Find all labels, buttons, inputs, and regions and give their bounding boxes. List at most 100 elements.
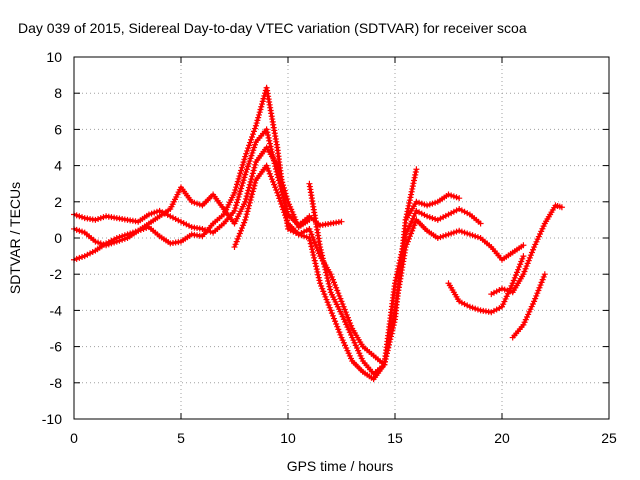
data-point-marker <box>472 305 479 312</box>
data-point-marker <box>524 260 531 267</box>
data-point-marker <box>247 139 254 146</box>
y-tick-label: -2 <box>50 266 63 282</box>
data-point-marker <box>472 233 479 240</box>
x-tick-label: 25 <box>601 430 617 446</box>
data-point-marker <box>539 276 546 283</box>
data-point-marker <box>323 296 330 303</box>
data-point-marker <box>240 159 247 166</box>
data-point-marker <box>521 319 528 326</box>
data-point-marker <box>325 277 332 284</box>
data-point-marker <box>95 239 102 246</box>
data-point-marker <box>540 273 547 280</box>
data-point-marker <box>238 182 245 189</box>
y-tick-label: -8 <box>50 375 63 391</box>
data-point-marker <box>461 208 468 215</box>
data-point-marker <box>396 260 403 267</box>
data-point-marker <box>254 117 261 124</box>
data-point-marker <box>309 234 316 241</box>
data-point-marker <box>266 140 273 147</box>
data-point-marker <box>275 192 282 199</box>
data-point-marker <box>474 234 481 241</box>
data-point-marker <box>464 302 471 309</box>
data-point-marker <box>333 320 340 327</box>
data-point-marker <box>325 280 332 287</box>
data-point-marker <box>322 266 329 273</box>
data-point-marker <box>319 285 326 292</box>
data-point-marker <box>243 168 250 175</box>
data-point-marker <box>453 194 460 201</box>
data-point-marker <box>421 201 428 208</box>
data-point-marker <box>537 282 544 289</box>
data-point-marker <box>236 173 243 180</box>
data-point-marker <box>249 133 256 140</box>
data-point-marker <box>392 277 399 284</box>
data-point-marker <box>453 207 460 214</box>
data-point-marker <box>239 180 246 187</box>
data-point-marker <box>271 181 278 188</box>
data-point-marker <box>540 223 547 230</box>
data-point-marker <box>307 240 314 247</box>
data-point-marker <box>429 215 436 222</box>
data-point-marker <box>523 263 530 270</box>
data-point-marker <box>243 211 250 218</box>
data-point-marker <box>316 277 323 284</box>
data-point-marker <box>103 240 110 247</box>
data-point-marker <box>504 287 511 294</box>
data-point-marker <box>263 162 270 169</box>
data-point-marker <box>402 234 409 241</box>
data-point-marker <box>243 166 250 173</box>
data-point-marker <box>426 201 433 208</box>
data-point-marker <box>280 206 287 213</box>
data-point-marker <box>337 295 344 302</box>
data-point-marker <box>327 307 334 314</box>
data-point-marker <box>277 198 284 205</box>
data-point-marker <box>321 291 328 298</box>
data-point-marker <box>265 168 272 175</box>
data-point-marker <box>353 345 360 352</box>
x-tick-label: 10 <box>280 430 296 446</box>
data-point-marker <box>490 307 497 314</box>
data-point-marker <box>331 315 338 322</box>
data-point-marker <box>535 233 542 240</box>
data-point-marker <box>241 156 248 163</box>
data-point-marker <box>322 293 329 300</box>
data-point-marker <box>349 334 356 341</box>
data-point-marker <box>249 170 256 177</box>
data-point-marker <box>311 254 318 261</box>
data-point-marker <box>412 210 419 217</box>
data-point-marker <box>240 222 247 229</box>
data-point-marker <box>409 215 416 222</box>
data-point-marker <box>343 311 350 318</box>
data-point-marker <box>392 280 398 287</box>
data-point-marker <box>513 269 520 276</box>
data-point-marker <box>328 273 335 280</box>
data-point-marker <box>525 311 532 318</box>
data-point-marker <box>517 261 524 268</box>
data-point-marker <box>259 98 266 105</box>
data-point-marker <box>241 219 248 226</box>
data-point-marker <box>242 198 249 205</box>
data-point-marker <box>335 326 342 333</box>
data-point-marker <box>493 306 500 313</box>
data-point-marker <box>442 232 449 239</box>
data-point-marker <box>97 215 104 222</box>
data-point-marker <box>337 331 344 338</box>
data-point-marker <box>340 339 347 346</box>
data-point-marker <box>533 292 540 299</box>
data-point-marker <box>416 209 423 216</box>
data-point-marker <box>411 213 418 220</box>
axis-ticks: 0 5 10 15 20 25 -10 -8 -6 -4 -2 0 2 4 6 8 10 <box>42 49 617 446</box>
data-point-marker <box>235 193 242 200</box>
data-point-marker <box>456 206 463 213</box>
data-point-marker <box>501 286 508 293</box>
data-point-marker <box>231 244 238 251</box>
data-point-marker <box>461 229 468 236</box>
data-point-marker <box>245 145 252 152</box>
data-point-marker <box>528 303 535 310</box>
data-point-marker <box>346 352 353 359</box>
data-point-marker <box>502 295 509 302</box>
x-tick-label: 0 <box>70 430 78 446</box>
data-point-marker <box>235 175 242 182</box>
data-point-marker <box>237 188 244 195</box>
